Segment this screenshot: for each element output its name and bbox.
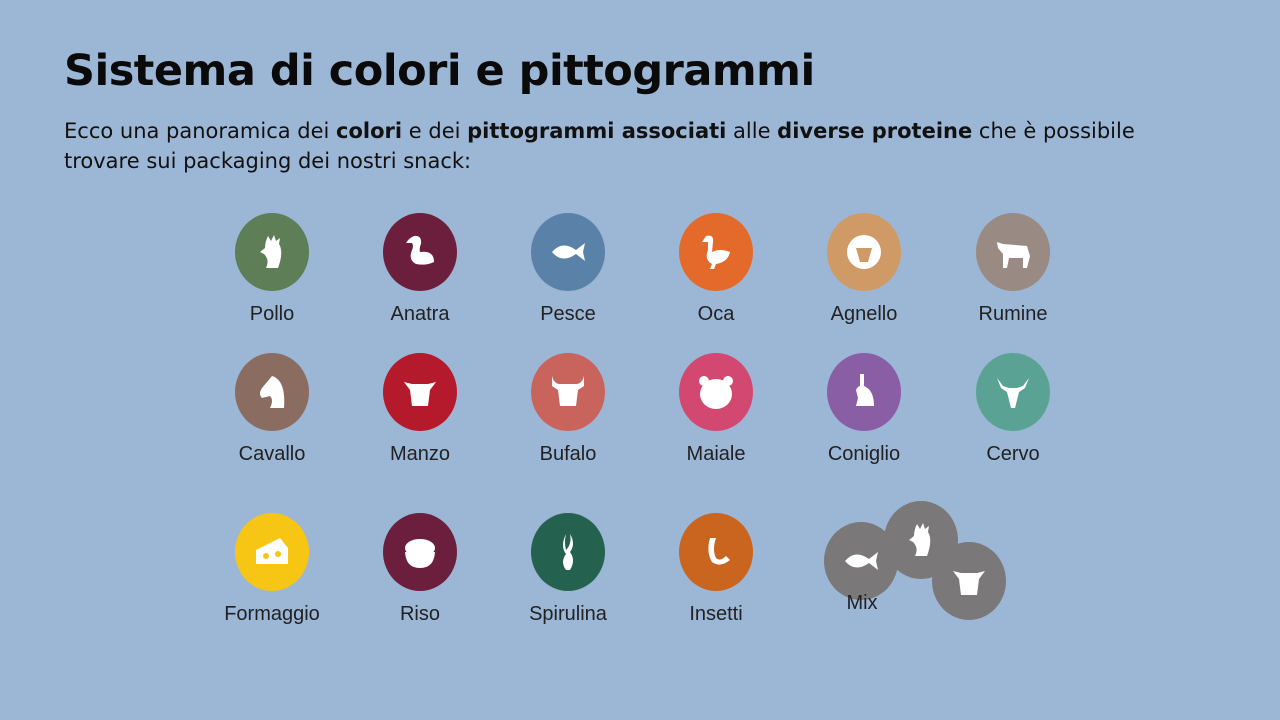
protein-item-coniglio: Coniglio [789,353,939,466]
deer-icon [997,378,1029,408]
protein-label: Cavallo [238,443,306,465]
mix-label: Mix [846,592,878,614]
protein-label: Agnello [830,303,898,325]
cheese-icon [256,538,288,564]
protein-item-cavallo: Cavallo [197,353,347,466]
cow-body-icon [997,242,1030,268]
protein-circle [531,353,605,431]
protein-circle [235,513,309,591]
intro-text: Ecco una panoramica dei colori e dei pit… [64,119,1135,173]
protein-circle [827,353,901,431]
protein-item-pollo: Pollo [197,213,347,326]
protein-label: Anatra [390,303,450,325]
mix-rooster-circle [884,501,958,579]
protein-circle [531,213,605,291]
protein-circle [679,513,753,591]
horse-icon [260,376,285,408]
larva-icon [708,538,730,565]
protein-label: Oca [697,303,735,325]
protein-circle [383,353,457,431]
protein-circle [235,213,309,291]
goose-icon [702,235,730,269]
protein-label: Coniglio [827,443,901,465]
sheep-icon [847,235,881,269]
protein-circle [531,513,605,591]
protein-item-maiale: Maiale [641,353,791,466]
protein-label: Maiale [686,443,746,465]
protein-item-cervo: Cervo [938,353,1088,466]
protein-item-pesce: Pesce [493,213,643,326]
protein-label: Riso [399,603,440,625]
rooster-icon [260,235,282,268]
protein-label: Bufalo [539,443,597,465]
fish-icon [845,552,878,570]
page-title: Sistema di colori e pittogrammi [64,46,815,96]
protein-item-rumine: Rumine [938,213,1088,326]
protein-label: Pollo [249,303,295,325]
fish-icon [552,243,585,261]
protein-item-spirulina: Spirulina [493,513,643,626]
protein-label: Spirulina [529,603,607,625]
rooster-icon [909,523,931,556]
protein-circle [679,213,753,291]
cow-head-icon [953,571,985,595]
duck-icon [406,235,434,265]
protein-circle [383,513,457,591]
rice-bowl-icon [405,539,435,568]
protein-label: Cervo [986,443,1040,465]
protein-label: Formaggio [224,603,320,625]
protein-item-insetti: Insetti [641,513,791,626]
rabbit-icon [856,374,874,406]
protein-label: Insetti [689,603,743,625]
protein-label: Rumine [978,303,1048,325]
mix-cow-circle [932,542,1006,620]
seaweed-icon [563,534,573,570]
protein-circle [976,353,1050,431]
protein-item-agnello: Agnello [789,213,939,326]
protein-label: Manzo [389,443,451,465]
protein-circle [235,353,309,431]
pig-icon [699,376,733,409]
protein-item-manzo: Manzo [345,353,495,466]
protein-item-bufalo: Bufalo [493,353,643,466]
protein-item-anatra: Anatra [345,213,495,326]
protein-circle [383,213,457,291]
protein-circle [976,213,1050,291]
protein-item-oca: Oca [641,213,791,326]
protein-circle [827,213,901,291]
cow-head-icon [404,382,436,406]
buffalo-icon [552,376,584,406]
protein-item-formaggio: Formaggio [197,513,347,626]
protein-label: Pesce [540,303,596,325]
protein-item-riso: Riso [345,513,495,626]
protein-circle [679,353,753,431]
